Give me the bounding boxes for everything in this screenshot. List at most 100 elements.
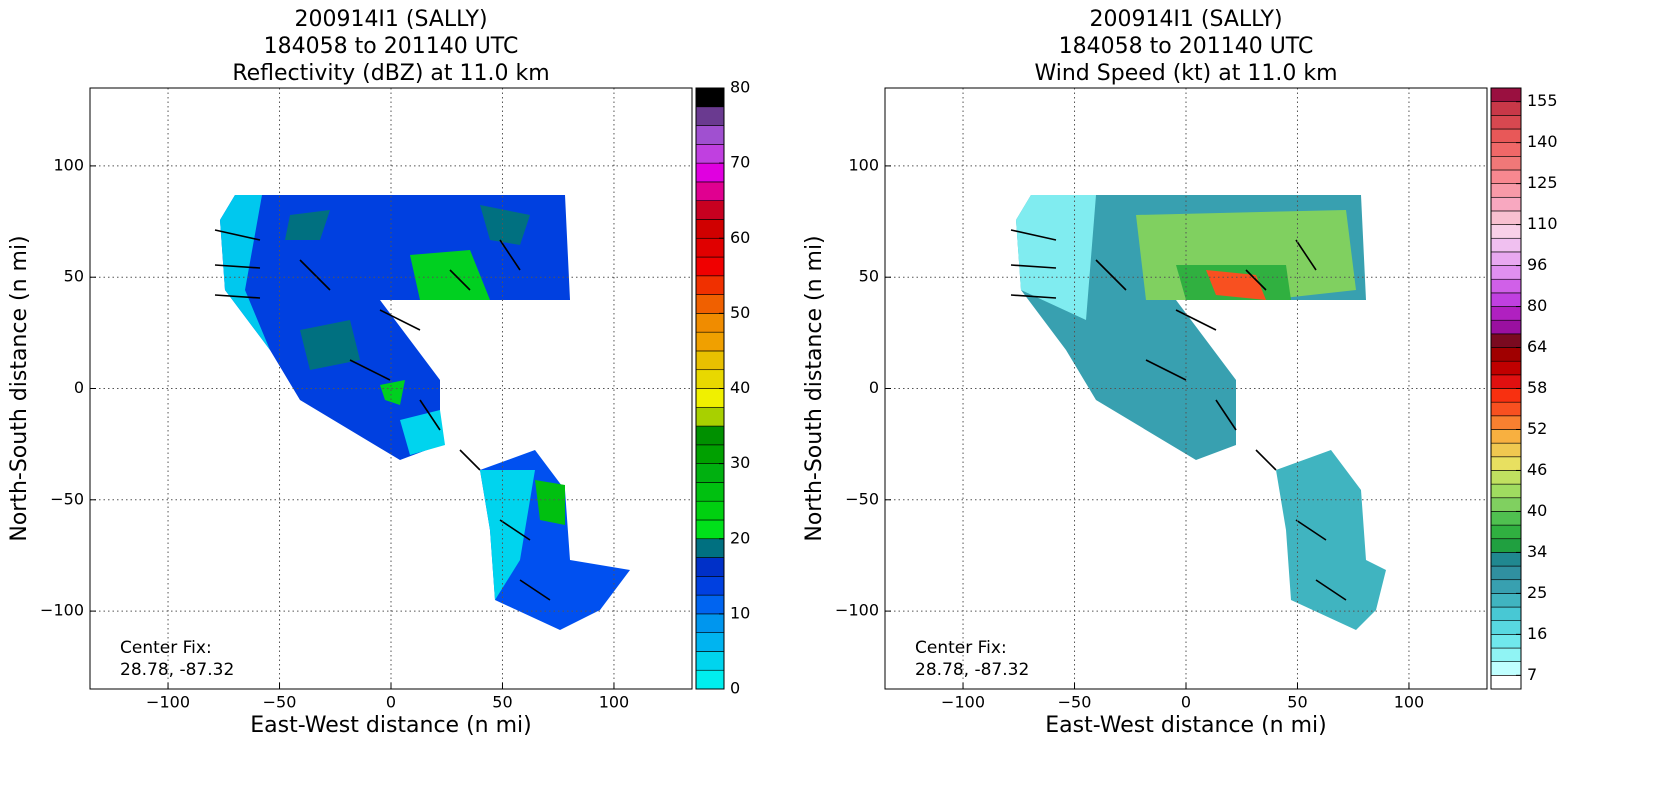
colorbar-swatch bbox=[1490, 415, 1522, 430]
colorbar-swatch bbox=[695, 106, 725, 126]
colorbar-swatch bbox=[1490, 224, 1522, 239]
colorbar-tick-label: 50 bbox=[730, 303, 750, 322]
colorbar-swatch bbox=[1490, 483, 1522, 499]
colorbar-swatch bbox=[1490, 620, 1522, 635]
y-tick-label: 50 bbox=[64, 267, 84, 286]
colorbar-swatch bbox=[695, 519, 725, 540]
colorbar-swatch bbox=[695, 350, 725, 371]
colorbar-swatch bbox=[1490, 634, 1522, 649]
chart-product: Reflectivity (dBZ) at 11.0 km bbox=[232, 61, 549, 86]
colorbar-swatch bbox=[695, 200, 725, 220]
colorbar-swatch bbox=[695, 331, 725, 352]
colorbar-swatch bbox=[695, 275, 725, 295]
colorbar-swatch bbox=[695, 632, 725, 652]
colorbar-swatch bbox=[1490, 210, 1522, 225]
colorbar-swatch bbox=[1490, 115, 1522, 130]
chart-subtitle: 184058 to 201140 UTC bbox=[264, 34, 519, 59]
colorbar-swatch bbox=[1490, 333, 1522, 348]
colorbar-swatch bbox=[1490, 128, 1522, 143]
colorbar-tick-label: 30 bbox=[730, 453, 750, 472]
colorbar-tick-label: 60 bbox=[730, 228, 750, 247]
x-tick-label: −50 bbox=[1058, 693, 1092, 712]
colorbar-swatch bbox=[1490, 497, 1522, 512]
colorbar-tick-label: 16 bbox=[1527, 624, 1547, 643]
colorbar-swatch bbox=[695, 162, 725, 183]
colorbar-swatch bbox=[695, 294, 725, 314]
colorbar-swatch bbox=[1490, 442, 1522, 458]
colorbar-tick-label: 125 bbox=[1527, 173, 1558, 192]
colorbar-swatch bbox=[695, 538, 725, 558]
y-tick-label: −100 bbox=[835, 601, 879, 620]
colorbar-swatch bbox=[1490, 675, 1522, 690]
x-tick-label: 0 bbox=[1181, 693, 1191, 712]
y-tick-label: 50 bbox=[859, 267, 879, 286]
colorbar-swatch bbox=[1490, 265, 1522, 280]
colorbar-swatch bbox=[695, 594, 725, 615]
colorbar-swatch bbox=[1490, 87, 1522, 102]
colorbar-swatch bbox=[695, 388, 725, 408]
colorbar-swatch bbox=[1490, 565, 1522, 581]
colorbar-tick-label: 40 bbox=[1527, 501, 1547, 520]
x-tick-label: −100 bbox=[146, 693, 190, 712]
colorbar-tick-label: 10 bbox=[730, 603, 750, 622]
colorbar-swatch bbox=[1490, 169, 1522, 184]
x-tick-label: 100 bbox=[1394, 693, 1425, 712]
colorbar-swatch bbox=[1490, 647, 1522, 662]
colorbar-swatch bbox=[1490, 579, 1522, 594]
colorbar-swatch bbox=[695, 125, 725, 145]
colorbar-swatch bbox=[1490, 196, 1522, 212]
colorbar-swatch bbox=[1490, 511, 1522, 526]
colorbar-swatch bbox=[1490, 606, 1522, 622]
colorbar-tick-label: 140 bbox=[1527, 132, 1558, 151]
colorbar-tick-label: 80 bbox=[1527, 296, 1547, 315]
colorbar-swatch bbox=[695, 613, 725, 633]
colorbar-tick-label: 64 bbox=[1527, 337, 1547, 356]
colorbar-swatch bbox=[1490, 661, 1522, 676]
plot-frame bbox=[884, 87, 1488, 690]
wind-barbs bbox=[214, 229, 1347, 601]
colorbar-swatch bbox=[695, 87, 725, 108]
colorbar-swatch bbox=[1490, 101, 1522, 116]
x-tick-label: −100 bbox=[941, 693, 985, 712]
annotation: 28.78, -87.32 bbox=[915, 660, 1029, 680]
colorbar-swatch bbox=[1490, 319, 1522, 335]
colorbar-swatch bbox=[695, 651, 725, 671]
colorbar-swatch bbox=[695, 237, 725, 258]
colorbar-swatch bbox=[1490, 388, 1522, 403]
chart-product: Wind Speed (kt) at 11.0 km bbox=[1034, 61, 1337, 86]
y-axis-label: North-South distance (n mi) bbox=[802, 235, 827, 541]
x-tick-label: 100 bbox=[599, 693, 630, 712]
colorbar-swatch bbox=[695, 313, 725, 333]
y-tick-label: −100 bbox=[40, 601, 84, 620]
plot-frame bbox=[89, 87, 693, 690]
colorbar-tick-label: 0 bbox=[730, 679, 740, 698]
x-tick-label: 50 bbox=[492, 693, 512, 712]
colorbar-tick-label: 80 bbox=[730, 78, 750, 97]
colorbar-swatch bbox=[1490, 292, 1522, 307]
colorbar-swatch bbox=[1490, 538, 1522, 553]
colorbar-swatch bbox=[1490, 593, 1522, 608]
colorbar-tick-label: 155 bbox=[1527, 91, 1558, 110]
field-left bbox=[220, 195, 630, 630]
colorbar-swatch bbox=[695, 406, 725, 427]
colorbar-swatch bbox=[1490, 347, 1522, 362]
colorbar-tick-label: 52 bbox=[1527, 419, 1547, 438]
colorbar-tick-label: 58 bbox=[1527, 378, 1547, 397]
y-tick-label: 0 bbox=[74, 378, 84, 397]
x-tick-label: 0 bbox=[386, 693, 396, 712]
colorbar-swatch bbox=[1490, 429, 1522, 444]
colorbar-tick-label: 20 bbox=[730, 528, 750, 547]
colorbar-tick-label: 46 bbox=[1527, 460, 1547, 479]
colorbar-tick-label: 110 bbox=[1527, 214, 1558, 233]
y-tick-label: −50 bbox=[845, 489, 879, 508]
colorbar-tick-label: 70 bbox=[730, 153, 750, 172]
colorbar-swatch bbox=[695, 256, 725, 277]
colorbar-swatch bbox=[1490, 456, 1522, 471]
chart-subtitle: 184058 to 201140 UTC bbox=[1059, 34, 1314, 59]
colorbar-tick-label: 7 bbox=[1527, 665, 1537, 684]
colorbar-swatch bbox=[695, 219, 725, 239]
colorbar-swatch bbox=[1490, 155, 1522, 171]
colorbar-swatch bbox=[1490, 306, 1522, 321]
y-axis-label: North-South distance (n mi) bbox=[7, 235, 32, 541]
